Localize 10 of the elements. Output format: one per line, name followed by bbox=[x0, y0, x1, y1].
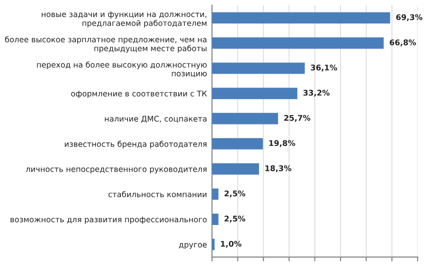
bar bbox=[212, 37, 384, 49]
bar bbox=[212, 112, 278, 124]
bar bbox=[212, 238, 215, 250]
bar bbox=[212, 138, 263, 150]
bar bbox=[212, 163, 260, 175]
bar bbox=[212, 188, 218, 200]
bar bbox=[212, 214, 218, 225]
bar bbox=[212, 88, 298, 100]
bar bbox=[212, 62, 305, 74]
bar bbox=[212, 12, 390, 24]
